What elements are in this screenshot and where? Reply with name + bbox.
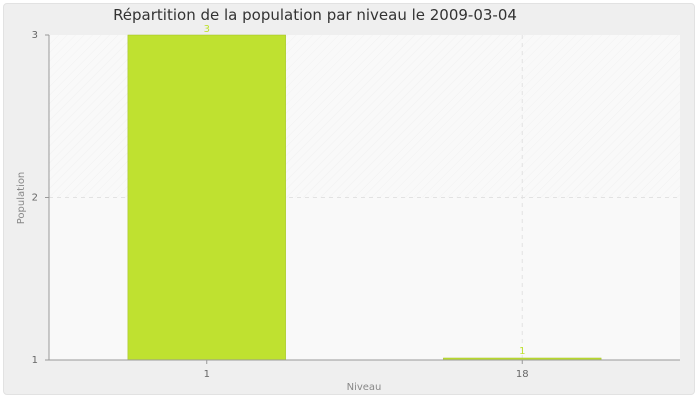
data-label: 3 — [204, 24, 210, 35]
data-label: 1 — [519, 346, 525, 357]
chart-title: Répartition de la population par niveau … — [113, 6, 517, 24]
x-tick-label: 1 — [204, 369, 210, 380]
y-tick-label: 2 — [32, 193, 38, 204]
y-axis-label: Population — [16, 172, 27, 225]
y-tick-label: 1 — [32, 355, 38, 366]
bar — [127, 34, 286, 361]
x-tick-label: 18 — [516, 369, 529, 380]
x-axis-label: Niveau — [347, 382, 382, 393]
y-tick-label: 3 — [32, 30, 38, 41]
